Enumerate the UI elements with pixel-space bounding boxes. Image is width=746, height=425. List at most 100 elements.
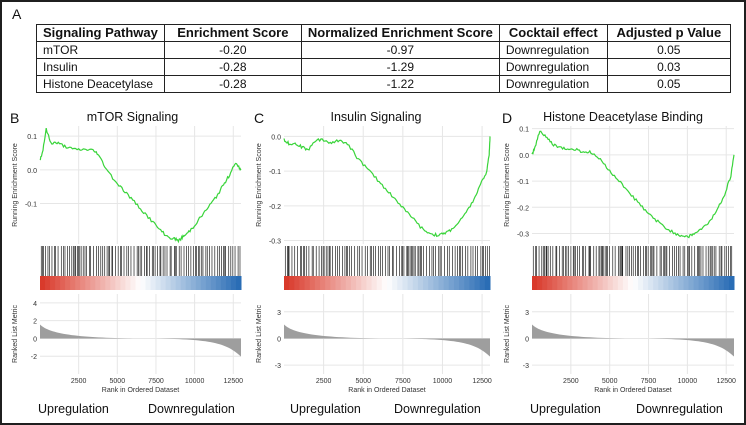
rank-colour-segment [607, 276, 614, 290]
panel-d-title-wrap: Histone Deacetylase Binding [508, 110, 738, 130]
metric-positive-area [532, 324, 626, 339]
rank-colour-segment [170, 276, 177, 290]
rank-colour-segment [105, 276, 111, 290]
table-cell: -0.28 [163, 75, 302, 93]
rank-colour-segment [75, 276, 81, 290]
rank-colour-segment [443, 276, 450, 290]
rank-colour-segment [100, 276, 106, 290]
metric-tick-label: 3 [525, 310, 529, 317]
rank-colour-segment [693, 276, 700, 290]
rank-colour-segment [612, 276, 619, 290]
rank-colour-segment [577, 276, 583, 290]
rank-colour-segment [361, 276, 367, 290]
x-tick-label: 10000 [433, 378, 453, 385]
rank-colour-segment [289, 276, 295, 290]
rank-colour-segment [320, 276, 326, 290]
panel-label-a: A [12, 6, 22, 22]
rank-colour-segment [397, 276, 403, 290]
rank-colour-segment [314, 276, 321, 290]
metric-tick-label: 0 [525, 336, 529, 343]
rank-colour-segment [60, 276, 66, 290]
rank-colour-segment [175, 276, 182, 290]
metric-tick-label: 0 [277, 336, 281, 343]
metric-tick-label: -3 [523, 363, 529, 370]
rank-colour-segment [299, 276, 306, 290]
rank-colour-segment [728, 276, 735, 290]
downregulation-label: Downregulation [394, 402, 481, 416]
x-axis-label: Rank in Ordered Dataset [594, 387, 671, 392]
rank-colour-segment [125, 276, 131, 290]
rank-colour-segment [683, 276, 690, 290]
rank-colour-segment [459, 276, 465, 290]
x-tick-label: 2500 [71, 378, 87, 385]
table-header: Signaling Pathway [36, 24, 165, 42]
rank-colour-segment [417, 276, 424, 290]
rank-colour-segment [165, 276, 172, 290]
rank-colour-segment [602, 276, 609, 290]
rank-colour-segment [130, 276, 136, 290]
metric-negative-area [402, 338, 490, 357]
x-tick-label: 7500 [148, 378, 164, 385]
x-tick-label: 5000 [355, 378, 371, 385]
y-tick-label: -0.3 [269, 239, 281, 246]
enrichment-curve [531, 130, 735, 239]
metric-tick-label: -3 [275, 363, 281, 370]
x-axis-label: Rank in Ordered Dataset [348, 387, 425, 392]
rank-colour-segment [428, 276, 434, 290]
table-header: Enrichment Score [163, 24, 302, 42]
rank-colour-segment [80, 276, 86, 290]
metric-tick-label: 3 [277, 310, 281, 317]
chart-title: Insulin Signaling [330, 110, 422, 124]
metric-tick-label: -2 [31, 354, 37, 361]
rank-colour-segment [70, 276, 76, 290]
rank-colour-segment [55, 276, 61, 290]
rank-colour-segment [643, 276, 649, 290]
rank-colour-segment [376, 276, 383, 290]
rank-colour-segment [678, 276, 684, 290]
y-tick-label: 0.0 [519, 153, 529, 160]
table-cell: -0.97 [300, 41, 500, 59]
x-tick-label: 5000 [110, 378, 126, 385]
rank-colour-segment [617, 276, 624, 290]
rank-colour-segment [587, 276, 594, 290]
rank-colour-segment [180, 276, 187, 290]
rank-colour-segment [402, 276, 409, 290]
y-tick-label: -0.1 [269, 169, 281, 176]
chart-title: mTOR Signaling [86, 110, 179, 124]
rank-colour-segment [110, 276, 116, 290]
enrichment-curve [283, 136, 491, 238]
rank-colour-segment [572, 276, 578, 290]
metric-axis-label: Ranked List Metric [256, 305, 263, 363]
x-tick-label: 7500 [641, 378, 657, 385]
y-tick-label: 0.0 [27, 168, 37, 175]
rank-colour-segment [423, 276, 429, 290]
rank-colour-segment [304, 276, 311, 290]
panel-label-b: B [10, 110, 20, 126]
rank-colour-segment [309, 276, 316, 290]
panel-label-d: D [502, 110, 513, 126]
metric-negative-area [648, 338, 734, 357]
metric-tick-label: 4 [33, 301, 37, 308]
rank-colour-segment [703, 276, 710, 290]
rank-colour-segment [140, 276, 147, 290]
table-cell: 0.05 [606, 75, 731, 93]
y-axis-label: Running Enrichment Score [504, 143, 511, 227]
rank-colour-segment [407, 276, 414, 290]
y-tick-label: 0.0 [271, 134, 281, 141]
rank-colour-segment [205, 276, 212, 290]
rank-colour-segment [592, 276, 599, 290]
rank-colour-segment [633, 276, 639, 290]
x-tick-label: 2500 [563, 378, 579, 385]
gsea-plot-insulin: 0.0 -0.1 -0.2 -0.3 3 0 -3 Running Enrichment Sc… [256, 126, 492, 392]
rank-colour-segment [95, 276, 101, 290]
chart-title: Histone Deacetylase Binding [543, 110, 703, 124]
table-header: Adjusted p Value [606, 24, 731, 42]
y-tick-label: -0.2 [517, 205, 529, 212]
table-row: Histone Deacetylase -0.28 -1.22 Downregu… [36, 75, 731, 93]
rank-colour-segment [190, 276, 197, 290]
rank-colour-segment [45, 276, 51, 290]
rank-colour-segment [464, 276, 470, 290]
rank-colour-segment [698, 276, 705, 290]
rank-colour-segment [597, 276, 604, 290]
upregulation-label: Upregulation [290, 402, 361, 416]
